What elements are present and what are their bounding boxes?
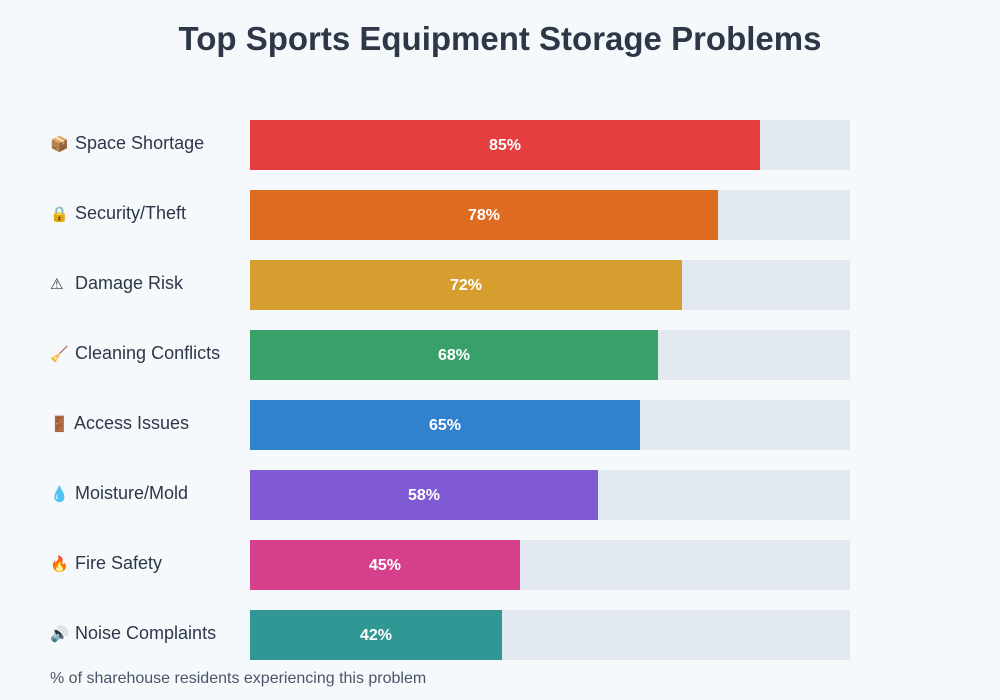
bar: [250, 470, 598, 520]
category-label: 🧹 Cleaning Conflicts: [50, 343, 220, 364]
bar: [250, 540, 520, 590]
category-label: 🔒 Security/Theft: [50, 203, 186, 224]
bar-row: 🧹 Cleaning Conflicts 68%: [0, 330, 1000, 380]
bar-track: 58%: [250, 470, 850, 520]
speaker-icon: 🔊: [50, 625, 69, 643]
value-label: 42%: [359, 627, 393, 644]
bar-row: 🚪 Access Issues 65%: [0, 400, 1000, 450]
bar-row: 💧 Moisture/Mold 58%: [0, 470, 1000, 520]
category-text: Security/Theft: [75, 203, 187, 223]
bar-track: 85%: [250, 120, 850, 170]
bar: [250, 260, 682, 310]
value-label: 72%: [449, 277, 483, 294]
value-label: 45%: [368, 557, 402, 574]
category-label: 🔊 Noise Complaints: [50, 623, 216, 644]
bar-track: 42%: [250, 610, 850, 660]
category-text: Moisture/Mold: [75, 483, 189, 503]
value-label: 65%: [428, 417, 462, 434]
bar: [250, 610, 502, 660]
bar-track: 78%: [250, 190, 850, 240]
bar: [250, 120, 760, 170]
value-label: 85%: [488, 137, 522, 154]
category-text: Access Issues: [74, 413, 190, 433]
warning-icon: ⚠: [50, 275, 64, 293]
value-label: 68%: [437, 347, 471, 364]
chart-footnote: % of sharehouse residents experiencing t…: [50, 670, 427, 687]
package-icon: 📦: [50, 135, 69, 153]
bar-track: 65%: [250, 400, 850, 450]
category-label: 💧 Moisture/Mold: [50, 483, 188, 504]
category-text: Noise Complaints: [75, 623, 217, 643]
category-label: 🚪 Access Issues: [50, 413, 189, 434]
droplet-icon: 💧: [50, 485, 69, 503]
category-label: 📦 Space Shortage: [50, 133, 204, 154]
category-text: Cleaning Conflicts: [75, 343, 221, 363]
fire-icon: 🔥: [50, 555, 69, 573]
value-label: 58%: [407, 487, 441, 504]
category-label: ⚠ Damage Risk: [50, 273, 183, 294]
bar-track: 45%: [250, 540, 850, 590]
bar-row: ⚠ Damage Risk 72%: [0, 260, 1000, 310]
bar-track: 68%: [250, 330, 850, 380]
bar: [250, 330, 658, 380]
category-text: Fire Safety: [75, 553, 163, 573]
category-text: Damage Risk: [75, 273, 184, 293]
bar-row: 🔊 Noise Complaints 42%: [0, 610, 1000, 660]
bar: [250, 400, 640, 450]
chart-title: Top Sports Equipment Storage Problems: [178, 20, 822, 57]
broom-icon: 🧹: [50, 345, 69, 363]
category-label: 🔥 Fire Safety: [50, 553, 162, 574]
door-icon: 🚪: [50, 415, 69, 433]
value-label: 78%: [467, 207, 501, 224]
bar-track: 72%: [250, 260, 850, 310]
category-text: Space Shortage: [75, 133, 205, 153]
bar-row: 📦 Space Shortage 85%: [0, 120, 1000, 170]
bar: [250, 190, 718, 240]
lock-icon: 🔒: [50, 205, 69, 223]
bar-row: 🔒 Security/Theft 78%: [0, 190, 1000, 240]
bar-row: 🔥 Fire Safety 45%: [0, 540, 1000, 590]
